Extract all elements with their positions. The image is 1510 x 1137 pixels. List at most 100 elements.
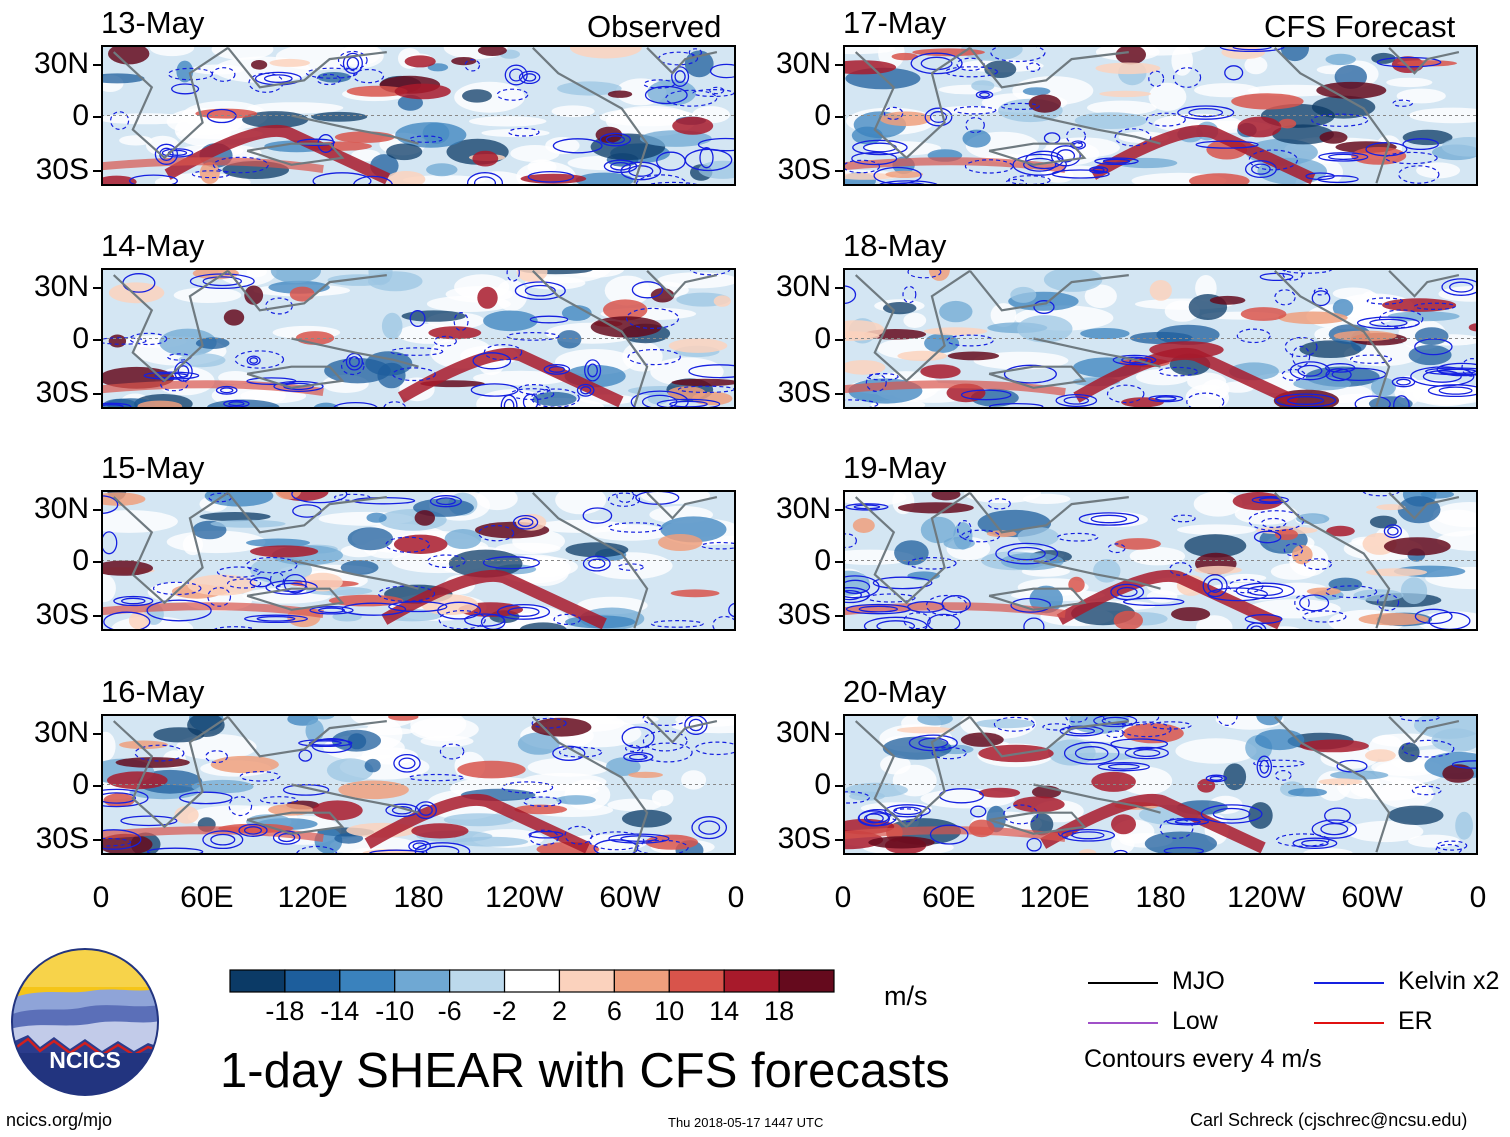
panel-date-15-may: 15-May: [101, 450, 205, 485]
colorbar-tick-label: -14: [320, 996, 360, 1026]
panel-date-19-may: 19-May: [843, 450, 947, 485]
colorbar-tick-label: 18: [764, 996, 795, 1026]
legend-line-mjo: [1088, 982, 1158, 984]
lat-tick: [835, 116, 843, 118]
legend-label-er: ER: [1398, 1007, 1433, 1035]
lon-label-0: 0: [92, 881, 110, 914]
lon-label-180: 180: [393, 881, 444, 914]
lat-tick: [835, 509, 843, 511]
colorbar: [229, 969, 835, 993]
lat-label-30s: 30S: [777, 822, 831, 855]
lat-label-30s: 30S: [35, 822, 89, 855]
colorbar-cell: [449, 969, 506, 993]
lat-tick: [93, 509, 101, 511]
lat-label-0: 0: [72, 99, 89, 132]
lat-tick: [93, 287, 101, 289]
lon-label-120e: 120E: [277, 881, 348, 914]
colorbar-cell: [503, 969, 561, 993]
lon-label-60w: 60W: [599, 881, 661, 914]
lat-label-30s: 30S: [777, 598, 831, 631]
colorbar-cell: [558, 969, 615, 993]
lat-tick: [93, 785, 101, 787]
lat-tick: [835, 64, 843, 66]
logo-text: NCICS: [49, 1047, 121, 1073]
shear-map-17-may: [843, 45, 1478, 186]
observed-label: Observed: [587, 9, 722, 44]
panel-date-14-may: 14-May: [101, 228, 205, 263]
shear-map-19-may: [843, 490, 1478, 631]
panel-date-16-may: 16-May: [101, 674, 205, 709]
shear-map-14-may: [101, 268, 736, 409]
lat-label-30n: 30N: [775, 492, 831, 525]
author-credit: Carl Schreck (cjschrec@ncsu.edu): [1190, 1110, 1468, 1130]
shear-map-13-may: [101, 45, 736, 186]
legend-label-low: Low: [1172, 1007, 1218, 1035]
lat-label-30n: 30N: [33, 270, 89, 303]
colorbar-tick-label: 2: [551, 996, 567, 1026]
lon-label-180: 180: [1135, 881, 1186, 914]
colorbar-cell: [778, 969, 835, 993]
lat-label-30s: 30S: [777, 376, 831, 409]
ncics-logo: NCICS: [11, 948, 159, 1096]
colorbar-tick-label: 6: [606, 996, 622, 1026]
colorbar-cell: [394, 969, 451, 993]
forecast-label: CFS Forecast: [1264, 9, 1456, 44]
lat-tick: [93, 615, 101, 617]
lat-tick: [93, 64, 101, 66]
legend-line-er: [1314, 1022, 1384, 1024]
lat-tick: [835, 393, 843, 395]
legend-label-mjo: MJO: [1172, 967, 1225, 995]
lat-label-0: 0: [72, 768, 89, 801]
lat-label-30n: 30N: [775, 716, 831, 749]
lon-label-120w: 120W: [1227, 881, 1306, 914]
lat-tick: [835, 733, 843, 735]
timestamp: Thu 2018-05-17 1447 UTC: [668, 1115, 824, 1130]
shear-map-18-may: [843, 268, 1478, 409]
lat-tick: [835, 615, 843, 617]
colorbar-cell: [613, 969, 670, 993]
lat-label-0: 0: [814, 544, 831, 577]
lat-label-30n: 30N: [775, 270, 831, 303]
lat-tick: [835, 339, 843, 341]
lon-label-60e: 60E: [922, 881, 976, 914]
shear-map-20-may: [843, 714, 1478, 855]
colorbar-tick-label: 14: [709, 996, 740, 1026]
lon-label-120w: 120W: [485, 881, 564, 914]
lat-label-0: 0: [72, 544, 89, 577]
lat-tick: [93, 170, 101, 172]
lat-tick: [93, 116, 101, 118]
lat-tick: [835, 287, 843, 289]
colorbar-cell: [284, 969, 341, 993]
colorbar-tick-label: 10: [654, 996, 685, 1026]
lon-label-0: 0: [834, 881, 852, 914]
panel-date-17-may: 17-May: [843, 5, 947, 40]
source-url[interactable]: ncics.org/mjo: [6, 1110, 113, 1130]
lat-tick: [93, 339, 101, 341]
lat-label-0: 0: [814, 768, 831, 801]
lon-label-0: 0: [1469, 881, 1487, 914]
lat-label-30s: 30S: [35, 376, 89, 409]
lat-label-30n: 30N: [33, 492, 89, 525]
lat-tick: [835, 170, 843, 172]
panel-date-18-may: 18-May: [843, 228, 947, 263]
main-title: 1-day SHEAR with CFS forecasts: [220, 1044, 950, 1098]
colorbar-tick-label: -6: [437, 996, 462, 1026]
units-label: m/s: [884, 981, 928, 1011]
colorbar-tick-label: -2: [492, 996, 517, 1026]
lat-label-0: 0: [814, 99, 831, 132]
colorbar-tick-label: -10: [375, 996, 415, 1026]
lat-tick: [93, 393, 101, 395]
lat-tick: [835, 561, 843, 563]
lat-label-0: 0: [72, 322, 89, 355]
legend-line-low: [1088, 1022, 1158, 1024]
legend-label-kelvin-x2: Kelvin x2: [1398, 967, 1500, 995]
lat-label-30n: 30N: [33, 716, 89, 749]
lon-label-60w: 60W: [1341, 881, 1403, 914]
panel-date-20-may: 20-May: [843, 674, 947, 709]
lat-label-30n: 30N: [33, 47, 89, 80]
lat-label-30n: 30N: [775, 47, 831, 80]
lat-label-30s: 30S: [35, 153, 89, 186]
lat-tick: [93, 839, 101, 841]
shear-map-15-may: [101, 490, 736, 631]
legend-line-kelvin-x2: [1314, 982, 1384, 984]
